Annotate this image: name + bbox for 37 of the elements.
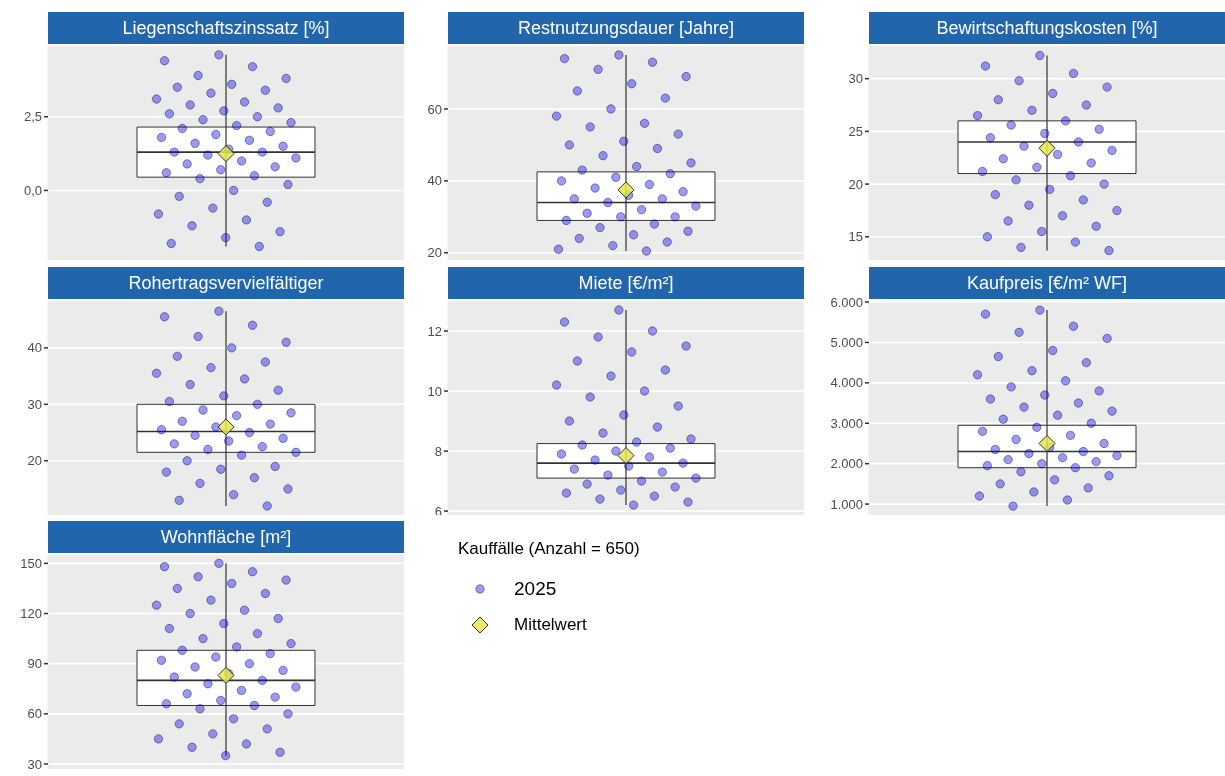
- y-tick-label: 40: [27, 340, 42, 356]
- y-tick-label: 60: [427, 101, 442, 117]
- y-tick-label: 20: [848, 176, 863, 192]
- y-tick-label: 15: [848, 229, 863, 245]
- chart-title: Bewirtschaftungskosten [%]: [936, 17, 1158, 39]
- chart-title: Miete [€/m²]: [578, 272, 674, 294]
- chart-title: Rohertragsvervielfältiger: [128, 272, 324, 294]
- legend-title: Kauffälle (Anzahl = 650): [458, 539, 640, 558]
- chart-title: Wohnfläche [m²]: [160, 526, 292, 548]
- y-tick-label: 3.000: [830, 415, 863, 431]
- y-tick-label: 5.000: [830, 335, 863, 351]
- chart-title: Restnutzungsdauer [Jahre]: [517, 17, 735, 39]
- y-tick-label: 30: [27, 396, 42, 412]
- y-tick-label: 90: [27, 656, 42, 672]
- y-tick-label: 2,5: [23, 109, 42, 125]
- chart-title: Liegenschaftszinssatz [%]: [122, 17, 330, 39]
- y-tick-label: 150: [20, 555, 42, 571]
- y-tick-label: 4.000: [830, 375, 863, 391]
- y-tick-label: 12: [427, 323, 442, 339]
- y-tick-label: 25: [848, 124, 863, 139]
- y-tick-label: 120: [20, 606, 42, 622]
- y-tick-label: 60: [27, 706, 42, 722]
- legend-label: Mittelwert: [514, 615, 587, 634]
- y-tick-label: 2.000: [830, 456, 863, 472]
- legend-label: 2025: [514, 578, 557, 599]
- y-tick-label: 1.000: [830, 496, 863, 512]
- y-tick-label: 30: [848, 71, 863, 87]
- y-tick-label: 8: [434, 443, 442, 459]
- y-tick-label: 6.000: [830, 294, 863, 310]
- chart-title: Kaufpreis [€/m² WF]: [966, 272, 1128, 294]
- y-tick-label: 30: [27, 756, 42, 772]
- y-tick-label: 10: [427, 383, 442, 399]
- y-tick-label: 6: [434, 503, 442, 519]
- y-tick-label: 20: [427, 245, 442, 261]
- y-tick-label: 20: [27, 453, 42, 469]
- y-tick-label: 0,0: [23, 183, 42, 199]
- y-tick-label: 40: [427, 173, 442, 189]
